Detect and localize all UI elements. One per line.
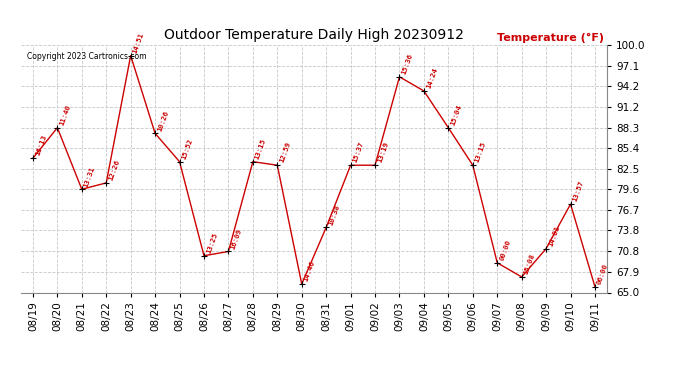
Text: 12:59: 12:59 xyxy=(279,141,292,164)
Text: 16:13: 16:13 xyxy=(34,134,47,157)
Text: 15:36: 15:36 xyxy=(401,53,414,75)
Text: 16:09: 16:09 xyxy=(230,228,243,250)
Text: 14:51: 14:51 xyxy=(132,32,145,54)
Text: 13:57: 13:57 xyxy=(572,180,585,203)
Text: 14:24: 14:24 xyxy=(425,67,438,90)
Text: 10:38: 10:38 xyxy=(327,203,340,226)
Text: 13:15: 13:15 xyxy=(254,138,267,160)
Text: Temperature (°F): Temperature (°F) xyxy=(497,33,604,42)
Text: 15:08: 15:08 xyxy=(523,253,536,276)
Text: 06:00: 06:00 xyxy=(596,263,609,285)
Text: Copyright 2023 Cartronics.com: Copyright 2023 Cartronics.com xyxy=(26,53,146,62)
Text: 13:19: 13:19 xyxy=(376,141,389,164)
Text: 12:26: 12:26 xyxy=(108,159,121,182)
Text: 15:52: 15:52 xyxy=(181,138,194,160)
Text: 15:37: 15:37 xyxy=(352,141,365,164)
Text: 13:25: 13:25 xyxy=(205,232,218,254)
Title: Outdoor Temperature Daily High 20230912: Outdoor Temperature Daily High 20230912 xyxy=(164,28,464,42)
Text: 10:26: 10:26 xyxy=(157,110,170,132)
Text: 13:15: 13:15 xyxy=(474,141,487,164)
Text: 13:31: 13:31 xyxy=(83,165,96,188)
Text: 15:04: 15:04 xyxy=(450,104,463,126)
Text: 11:40: 11:40 xyxy=(59,104,72,126)
Text: 14:01: 14:01 xyxy=(547,225,560,247)
Text: 00:00: 00:00 xyxy=(498,239,511,261)
Text: 14:46: 14:46 xyxy=(303,260,316,283)
